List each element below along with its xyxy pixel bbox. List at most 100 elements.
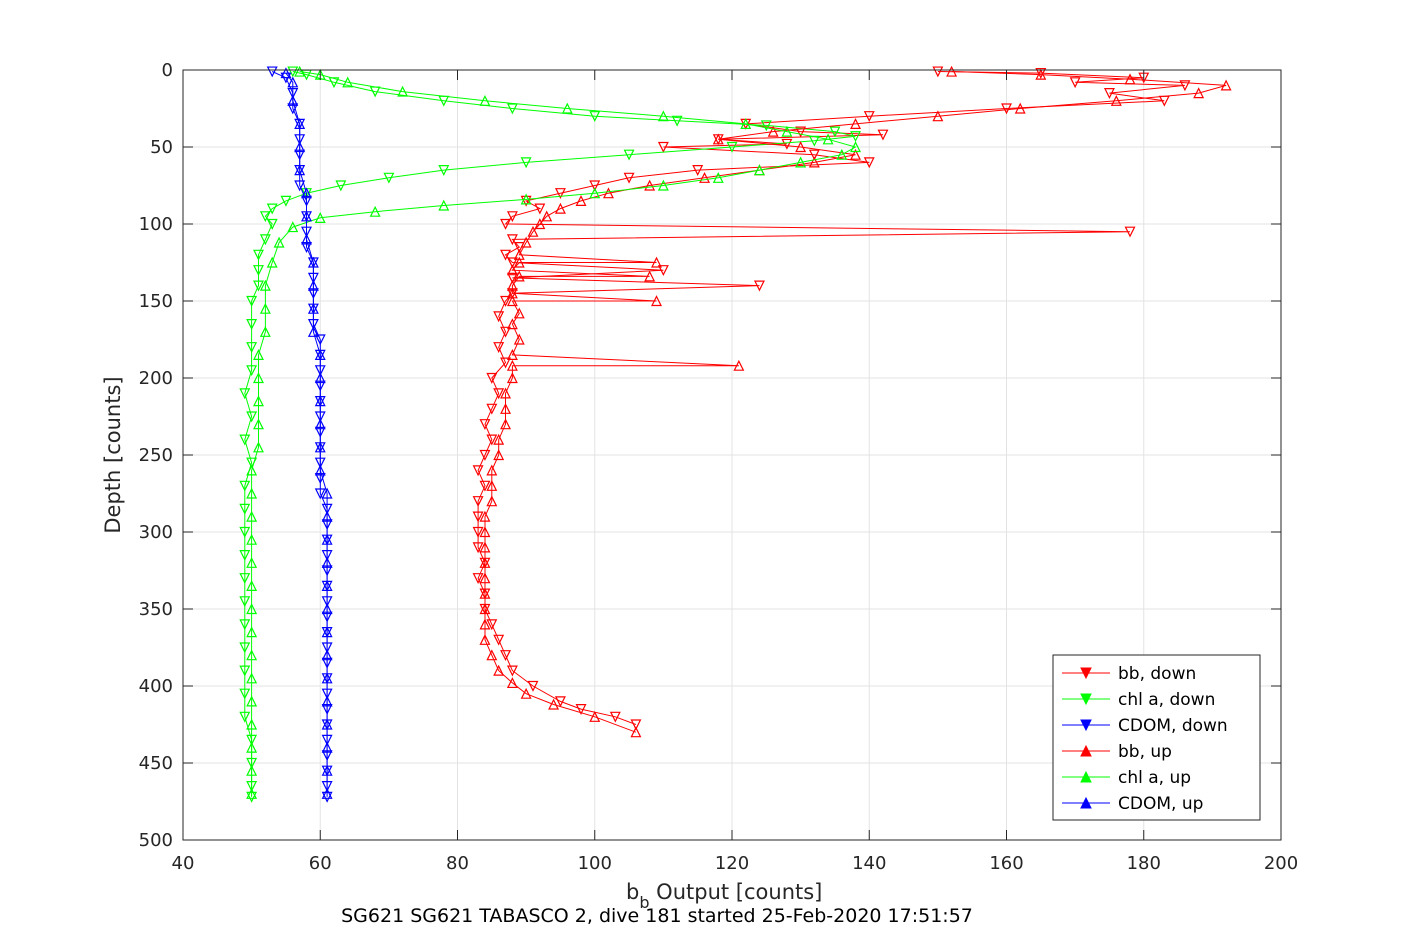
data-point: [486, 619, 498, 631]
data-point: [253, 418, 264, 430]
legend-item: chl a, up: [1062, 768, 1191, 788]
data-point: [1179, 80, 1191, 92]
data-point: [1103, 87, 1115, 99]
data-point: [500, 650, 512, 662]
data-point: [692, 165, 704, 176]
legend-marker: [1080, 719, 1092, 732]
data-point: [321, 510, 333, 522]
legend-marker: [1080, 770, 1092, 783]
data-point: [623, 149, 635, 161]
data-point: [321, 695, 333, 707]
data-point: [239, 573, 251, 585]
data-point: [500, 295, 512, 307]
data-point: [500, 387, 512, 399]
data-point: [253, 441, 264, 453]
data-point: [321, 580, 333, 592]
data-point: [493, 634, 505, 646]
y-tick-label: 0: [162, 60, 173, 81]
data-point: [630, 719, 642, 731]
data-point: [520, 195, 532, 207]
y-tick-label: 300: [139, 522, 173, 543]
legend-label: bb, up: [1118, 742, 1172, 762]
data-point: [479, 556, 491, 568]
data-point: [383, 172, 395, 184]
data-point: [500, 326, 512, 338]
data-point: [781, 138, 793, 150]
data-point: [479, 618, 491, 630]
data-point: [239, 388, 251, 400]
data-point: [479, 449, 491, 461]
y-tick-label: 150: [139, 291, 173, 312]
data-point: [575, 703, 587, 715]
series-line-cdom-up: [285, 72, 328, 794]
data-point: [609, 711, 621, 723]
data-point: [239, 480, 251, 492]
data-point: [506, 359, 518, 371]
data-point: [644, 179, 656, 191]
data-point: [472, 573, 484, 585]
data-point: [472, 496, 484, 508]
data-point: [479, 541, 491, 553]
data-point: [438, 165, 450, 176]
data-point: [287, 221, 299, 233]
data-point: [239, 526, 251, 538]
data-point: [651, 295, 662, 307]
data-point: [253, 265, 264, 277]
data-point: [342, 76, 354, 88]
data-point: [246, 319, 258, 330]
x-axis-title-sub: b: [639, 893, 649, 912]
data-point: [246, 718, 258, 730]
data-point: [1014, 102, 1026, 114]
data-point: [239, 503, 251, 515]
data-point: [294, 141, 306, 153]
data-point: [307, 256, 319, 268]
data-point: [623, 172, 635, 184]
legend-label: CDOM, up: [1118, 794, 1203, 814]
data-point: [253, 372, 264, 384]
data-point: [246, 411, 258, 423]
y-tick-label: 500: [139, 830, 173, 851]
data-point: [321, 764, 333, 776]
legend-marker: [1080, 796, 1092, 809]
legend-box: [1052, 654, 1261, 821]
data-point: [493, 664, 505, 676]
series-line-chl-a-down: [244, 71, 856, 797]
data-point: [486, 479, 498, 491]
data-point: [644, 270, 656, 282]
data-point: [513, 270, 525, 282]
data-point: [506, 257, 518, 269]
data-point: [753, 280, 765, 292]
data-point: [850, 131, 861, 143]
data-point: [1035, 67, 1047, 79]
data-point: [513, 333, 525, 345]
data-point: [500, 402, 512, 414]
data-point: [246, 365, 258, 377]
data-point: [246, 695, 258, 707]
data-point: [479, 603, 491, 615]
data-point: [733, 359, 745, 371]
legend-label: bb, down: [1118, 664, 1196, 684]
x-axis-title-rest: Output [counts]: [650, 880, 823, 904]
data-point: [266, 218, 278, 230]
data-point: [246, 295, 258, 307]
data-point: [513, 256, 525, 268]
data-point: [239, 711, 251, 723]
data-point: [397, 85, 409, 97]
data-point: [438, 199, 450, 211]
data-point: [506, 665, 518, 677]
data-point: [554, 188, 566, 200]
data-point: [506, 234, 518, 246]
data-point: [850, 141, 861, 153]
data-point: [266, 66, 278, 78]
data-point: [239, 619, 251, 631]
data-point: [479, 587, 491, 599]
legend-item: CDOM, up: [1062, 794, 1203, 814]
data-point: [829, 126, 841, 138]
data-point: [1001, 103, 1012, 115]
data-point: [1035, 68, 1047, 80]
data-point: [253, 349, 264, 360]
data-point: [1220, 79, 1232, 91]
data-point: [657, 179, 669, 191]
data-point: [657, 265, 669, 277]
data-point: [946, 65, 958, 77]
